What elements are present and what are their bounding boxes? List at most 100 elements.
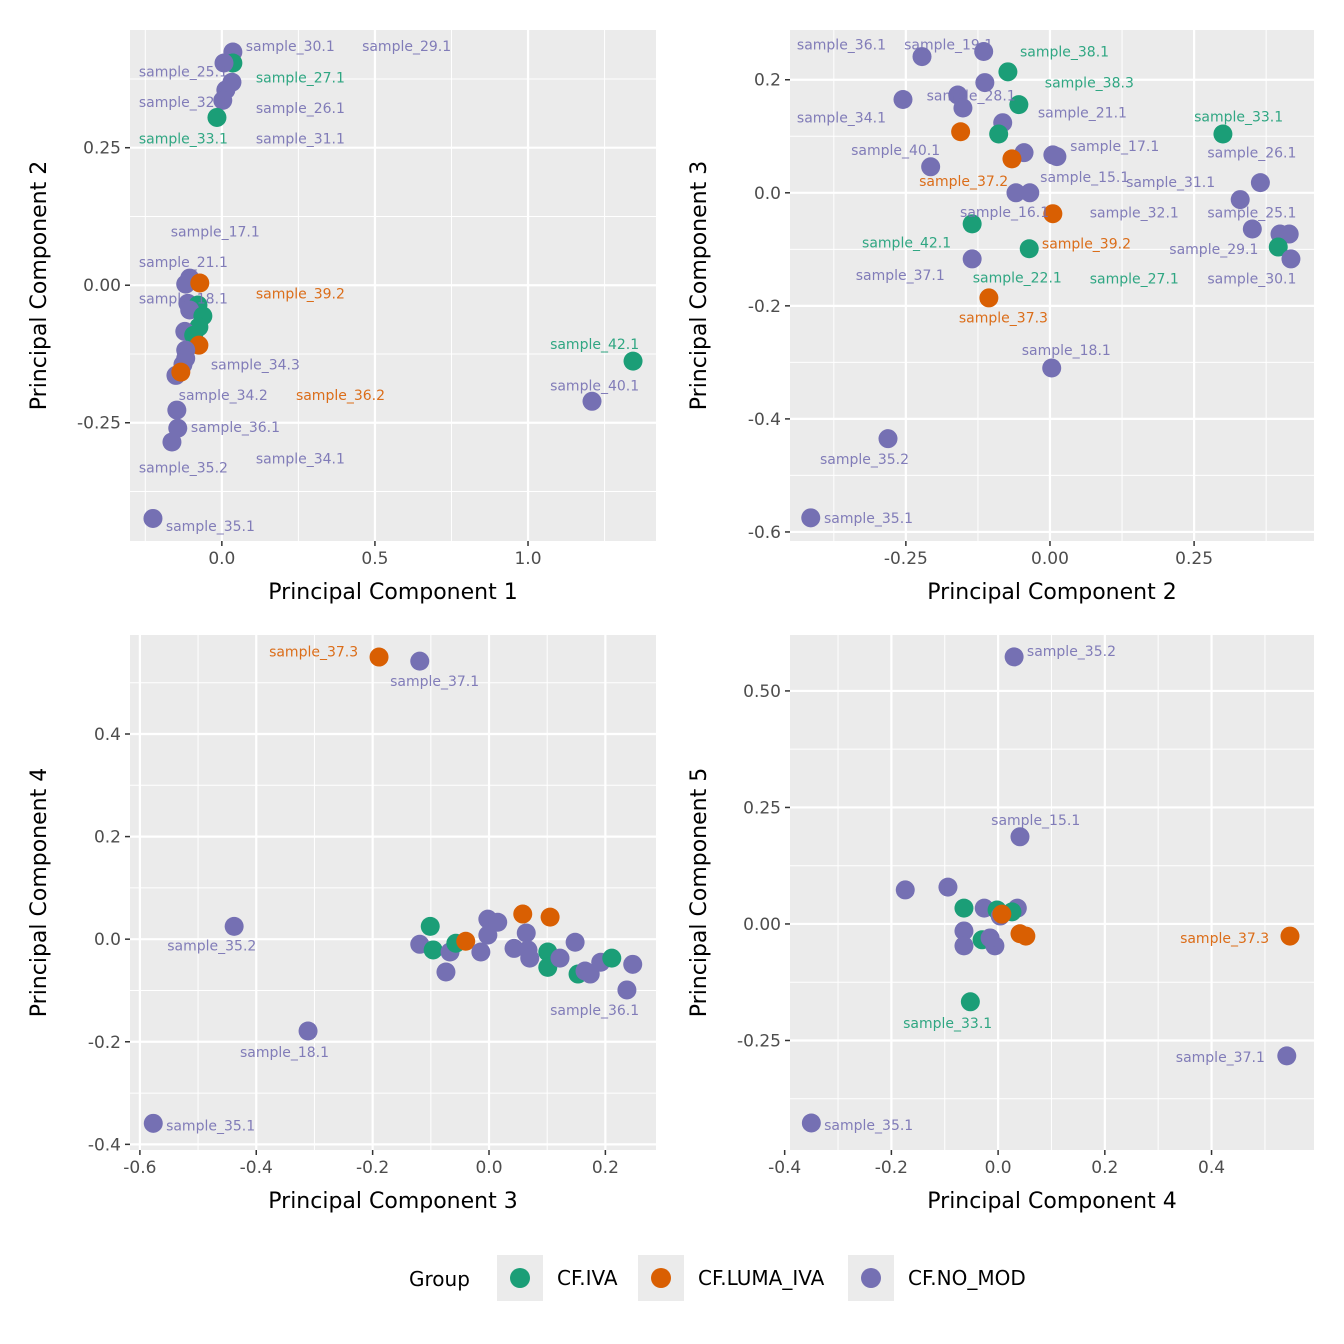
point-label: sample_37.2 [919,174,1008,190]
y-tick-label: 0.0 [94,930,121,950]
x-tick-label: 0.2 [1091,1158,1118,1178]
data-point [456,931,476,951]
point-label: sample_34.3 [211,357,300,373]
y-tick-label: 0.00 [743,915,781,935]
legend-point [651,1268,671,1288]
point-label: sample_30.1 [246,39,335,55]
data-point [1042,358,1062,378]
point-label: sample_15.1 [1040,170,1129,186]
data-point [975,73,995,93]
data-point [171,362,191,382]
points-layer [801,41,1301,528]
data-point [878,429,898,449]
data-point [410,651,430,671]
point-label: sample_18.1 [1022,343,1111,359]
point-label: sample_19.1 [904,38,993,54]
point-label: sample_42.1 [550,337,639,353]
point-label: sample_35.2 [167,938,256,954]
data-point [488,912,508,932]
point-label: sample_21.1 [139,255,228,271]
data-point [623,954,643,974]
legend-item: CF.LUMA_IVA [638,1255,825,1301]
point-label: sample_35.1 [824,1118,913,1134]
data-point [213,90,233,110]
data-point [298,1021,318,1041]
y-axis-title: Principal Component 4 [27,768,52,1017]
point-label: sample_18.1 [139,291,228,307]
point-label: sample_29.1 [362,39,451,55]
points-layer [143,42,643,528]
point-label: sample_27.1 [256,70,345,86]
data-point [176,274,196,294]
x-tick-label: 0.4 [1198,1158,1225,1178]
y-tick-label: 0.25 [743,798,781,818]
data-point [1006,183,1026,203]
point-label: sample_35.1 [166,519,255,535]
data-point [190,273,210,293]
point-label: sample_35.1 [166,1118,255,1134]
data-point [1250,173,1270,193]
data-point [962,214,982,234]
data-point [1230,190,1250,210]
x-tick-label: 0.0 [475,1158,502,1178]
data-point [162,432,182,452]
data-point [953,98,973,118]
panel-4: -0.4 -0.2 0.0 0.2 0.4 -0.25 0.00 0.25 0.50 Princi… [687,635,1314,1214]
panel-3: -0.6 -0.4 -0.2 0.0 0.2-0.4-0.20.00.20.4Princ… [27,635,656,1214]
data-point [623,351,643,371]
data-point [143,1113,163,1133]
data-point [992,904,1012,924]
y-tick-label: -0.2 [88,1033,121,1053]
data-point [1016,926,1036,946]
point-label: sample_18.1 [240,1045,329,1061]
data-point [998,62,1018,82]
point-label: sample_27.1 [1090,272,1179,288]
y-tick-label: -0.4 [748,410,781,430]
data-point [436,962,456,982]
data-point [801,508,821,528]
point-label: sample_26.1 [1207,146,1296,162]
x-tick-label: 0.2 [592,1158,619,1178]
y-tick-label: 0.50 [743,682,781,702]
x-tick-label: -0.2 [356,1158,389,1178]
point-label: sample_32.1 [139,95,228,111]
point-label: sample_39.2 [256,286,345,302]
data-point [893,90,913,110]
legend-item: CF.IVA [497,1255,618,1301]
data-point [912,47,932,67]
data-point [938,877,958,897]
point-label: sample_36.1 [550,1003,639,1019]
data-point [1279,224,1299,244]
data-point [565,932,585,952]
point-label: sample_39.2 [1042,237,1131,253]
data-point [951,122,971,142]
data-point [513,904,533,924]
panel-2: -0.25 0.00 0.25 -0.6 -0.4 -0.2 0.0 0.2 Principal… [687,30,1314,605]
legend-label: CF.IVA [557,1266,618,1290]
y-tick-label: -0.25 [77,414,121,434]
point-label: sample_37.3 [1180,931,1269,947]
data-point [1009,95,1029,115]
data-point [1280,926,1300,946]
x-axis-title: Principal Component 1 [268,580,517,605]
x-tick-label: 0.0 [985,1158,1012,1178]
x-axis-title: Principal Component 2 [927,580,1176,605]
panel-1: 0.0 0.5 1.0 -0.25 0.00 0.25 Principal Componen… [27,30,656,605]
point-label: sample_26.1 [256,101,345,117]
point-label: sample_33.1 [903,1016,992,1032]
data-point [471,942,491,962]
x-tick-label: -0.6 [123,1158,156,1178]
point-label: sample_32.1 [1090,206,1179,222]
y-tick-label: 0.0 [754,184,781,204]
x-tick-label: 0.5 [361,549,388,569]
data-point [602,948,622,968]
x-tick-label: 0.0 [208,549,235,569]
point-label: sample_21.1 [1038,106,1127,122]
data-point [954,898,974,918]
point-label: sample_40.1 [851,143,940,159]
data-point [540,907,560,927]
point-label: sample_35.1 [824,511,913,527]
data-point [1043,204,1063,224]
point-label: sample_25.1 [1207,206,1296,222]
